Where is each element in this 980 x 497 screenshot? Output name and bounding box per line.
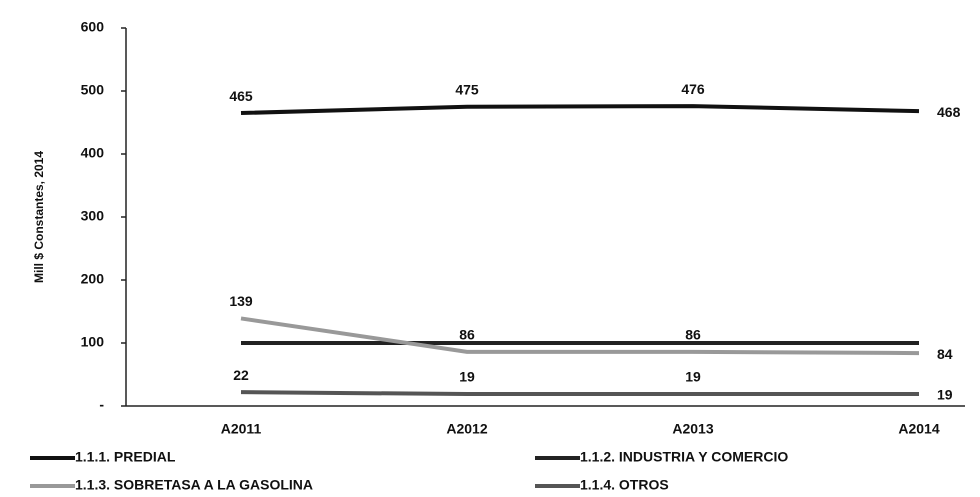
data-label: 476 (681, 81, 705, 97)
y-tick-label: 200 (81, 271, 105, 287)
series-line (240, 390, 919, 397)
data-label: 19 (685, 369, 701, 385)
data-label: 19 (459, 369, 475, 385)
legend-label: 1.1.4. OTROS (580, 477, 669, 493)
data-label: 86 (459, 327, 475, 343)
y-axis-label: Mill $ Constantes, 2014 (32, 151, 46, 283)
data-label: 475 (455, 81, 479, 97)
data-label: 22 (233, 367, 249, 383)
data-label: 86 (685, 327, 701, 343)
y-tick-label: 600 (81, 19, 105, 35)
x-tick-label: A2011 (221, 421, 262, 437)
series-line (240, 316, 920, 356)
data-label: 19 (937, 387, 953, 403)
y-tick-label: 500 (81, 82, 105, 98)
data-label: 139 (229, 293, 253, 309)
legend-label: 1.1.1. PREDIAL (75, 449, 176, 465)
x-tick-label: A2013 (672, 421, 713, 437)
y-tick-label: - (99, 397, 104, 413)
data-label: 465 (229, 88, 253, 104)
legend-label: 1.1.2. INDUSTRIA Y COMERCIO (580, 449, 788, 465)
series-line (240, 104, 920, 116)
x-tick-label: A2014 (898, 421, 939, 437)
y-tick-label: 100 (81, 334, 105, 350)
x-tick-label: A2012 (446, 421, 487, 437)
y-tick-label: 300 (81, 208, 105, 224)
data-label: 84 (937, 346, 953, 362)
y-tick-label: 400 (81, 145, 105, 161)
legend-label: 1.1.3. SOBRETASA A LA GASOLINA (75, 477, 313, 493)
data-label: 468 (937, 104, 961, 120)
